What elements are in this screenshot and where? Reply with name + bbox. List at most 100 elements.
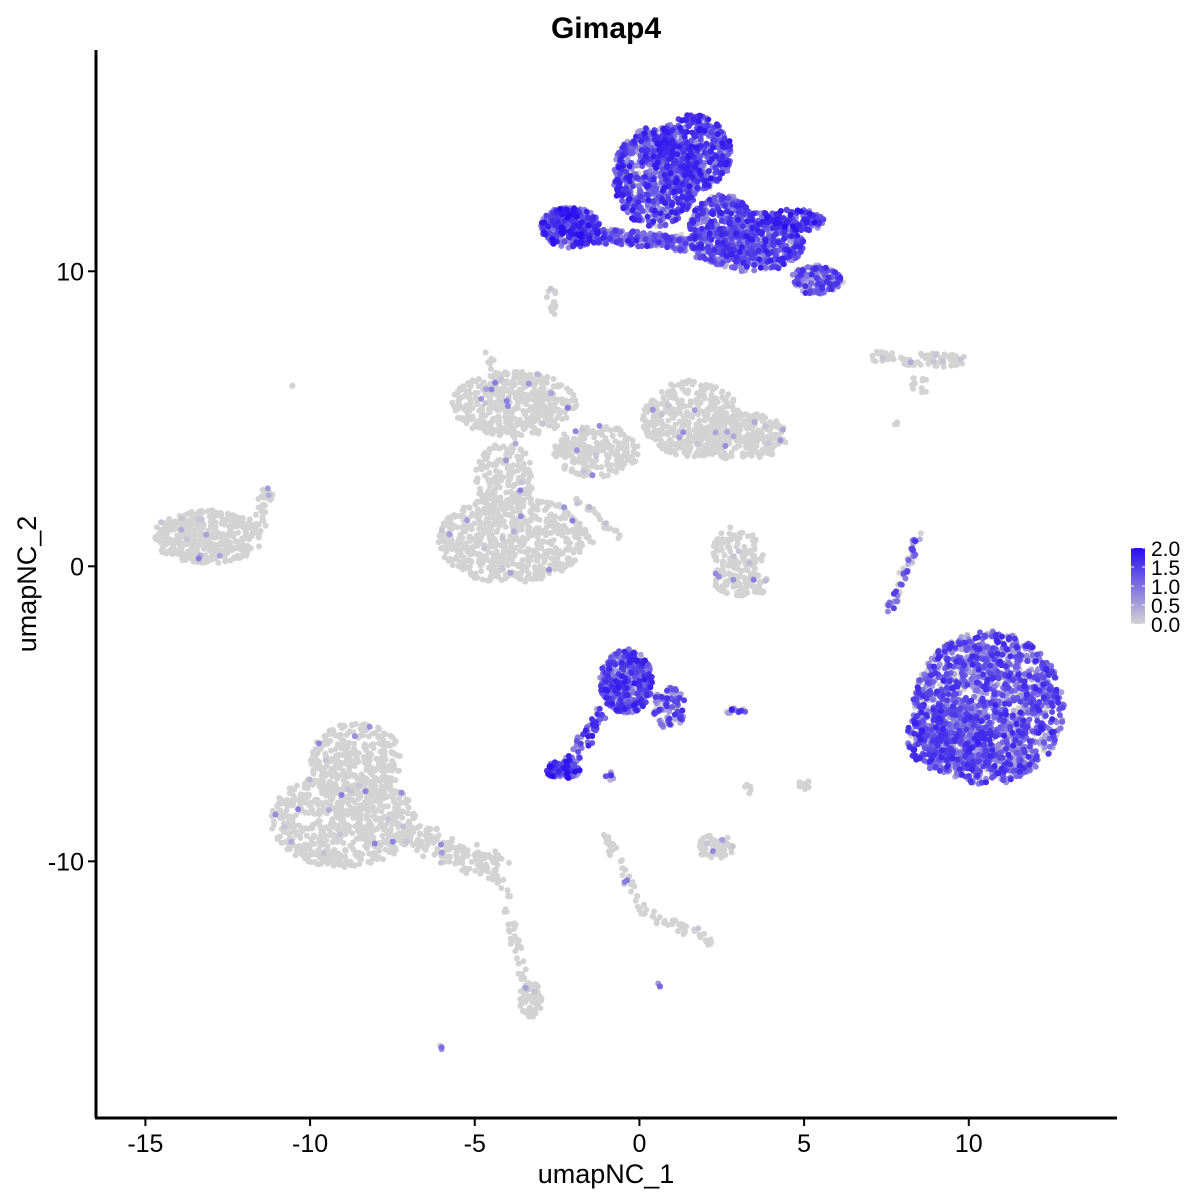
data-point	[667, 437, 674, 444]
data-point	[603, 438, 610, 445]
data-point	[196, 522, 203, 529]
data-point	[534, 371, 541, 378]
data-point	[479, 382, 486, 389]
data-point	[292, 812, 299, 819]
data-point	[539, 421, 546, 427]
data-point	[672, 421, 679, 428]
data-point	[479, 425, 486, 432]
data-point	[592, 445, 599, 452]
data-point	[288, 838, 295, 845]
data-point	[719, 414, 726, 421]
data-point	[752, 559, 759, 566]
data-point	[346, 739, 353, 746]
data-point	[373, 790, 380, 796]
data-point	[286, 830, 293, 837]
data-point	[405, 833, 412, 840]
data-point	[686, 412, 693, 419]
data-point	[699, 425, 706, 432]
data-point	[917, 530, 924, 537]
data-point	[371, 849, 377, 856]
data-point	[718, 530, 725, 537]
data-point	[363, 777, 369, 783]
data-point	[548, 412, 554, 418]
data-point	[499, 535, 506, 541]
data-point	[567, 540, 574, 546]
data-point	[685, 424, 692, 431]
data-point	[539, 573, 546, 580]
data-point	[499, 404, 506, 411]
data-point	[332, 746, 339, 752]
data-point	[472, 390, 479, 397]
data-point	[667, 428, 674, 434]
data-point	[748, 452, 755, 459]
data-point	[209, 532, 216, 539]
data-point	[531, 418, 538, 425]
data-point	[260, 508, 267, 515]
data-point	[564, 385, 570, 392]
data-point	[658, 411, 665, 418]
data-point	[691, 426, 698, 433]
data-point	[504, 426, 511, 433]
data-point	[344, 822, 351, 829]
data-point	[456, 401, 462, 408]
data-point	[540, 538, 547, 545]
data-point	[704, 840, 711, 847]
data-point	[224, 549, 231, 556]
data-point	[478, 460, 485, 467]
data-point	[533, 540, 540, 547]
data-point	[779, 426, 786, 433]
data-point	[382, 839, 389, 846]
data-point	[500, 876, 507, 883]
data-point	[477, 489, 484, 496]
data-point	[317, 842, 324, 849]
data-point	[704, 383, 711, 390]
data-point	[306, 845, 313, 852]
data-point	[482, 349, 489, 356]
data-point	[665, 417, 672, 424]
data-point	[640, 412, 647, 419]
data-point	[305, 809, 312, 816]
data-point	[490, 569, 497, 575]
data-point	[467, 416, 474, 423]
data-point	[477, 521, 483, 528]
data-point	[421, 845, 427, 852]
data-point	[557, 550, 564, 557]
data-point	[710, 437, 717, 444]
data-point	[611, 527, 618, 534]
data-point	[741, 543, 748, 550]
data-point	[534, 557, 541, 564]
data-point	[502, 523, 509, 530]
data-point	[524, 574, 531, 581]
data-point	[292, 852, 299, 859]
data-point	[554, 382, 561, 389]
data-point	[446, 538, 453, 545]
data-point	[650, 913, 657, 920]
data-point	[914, 359, 921, 366]
data-point	[319, 830, 326, 837]
data-point	[520, 472, 527, 478]
data-point	[634, 451, 641, 458]
data-point	[548, 518, 555, 525]
data-point	[503, 450, 510, 457]
data-point	[547, 285, 554, 292]
data-point	[192, 532, 199, 539]
data-point	[622, 866, 629, 873]
data-point	[759, 589, 766, 596]
data-point	[367, 859, 374, 866]
data-point	[735, 590, 742, 597]
data-point	[701, 409, 708, 416]
data-point	[318, 776, 325, 783]
data-point	[563, 414, 570, 421]
data-point	[347, 808, 354, 815]
data-point	[377, 802, 384, 808]
data-point	[474, 421, 481, 428]
data-point	[521, 1007, 528, 1014]
data-point	[550, 376, 557, 382]
data-point	[735, 548, 742, 555]
data-point	[158, 519, 165, 526]
data-point	[347, 862, 354, 869]
data-point	[520, 399, 527, 405]
data-point	[728, 449, 735, 456]
data-point	[754, 432, 761, 439]
data-point	[341, 760, 348, 767]
